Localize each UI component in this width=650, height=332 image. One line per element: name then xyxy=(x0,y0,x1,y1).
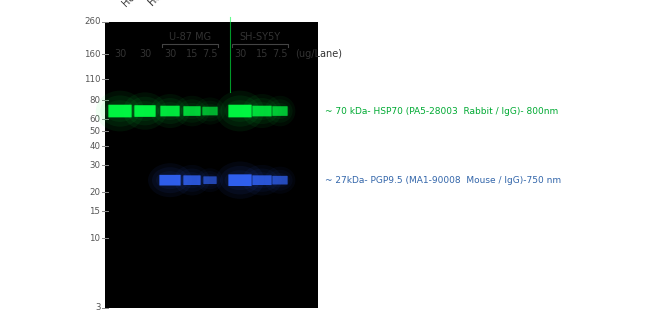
Text: 30: 30 xyxy=(164,49,176,59)
Text: 40: 40 xyxy=(90,142,101,151)
Ellipse shape xyxy=(242,165,282,196)
Text: 50: 50 xyxy=(90,127,101,136)
FancyBboxPatch shape xyxy=(183,175,201,185)
Ellipse shape xyxy=(181,172,203,188)
Ellipse shape xyxy=(220,95,260,126)
Ellipse shape xyxy=(220,166,260,195)
Ellipse shape xyxy=(96,91,144,131)
FancyBboxPatch shape xyxy=(202,107,218,116)
Ellipse shape xyxy=(267,99,292,123)
Text: ~ 27kDa- PGP9.5 (MA1-90008  Mouse / IgG)-750 nm: ~ 27kDa- PGP9.5 (MA1-90008 Mouse / IgG)-… xyxy=(325,176,561,185)
Ellipse shape xyxy=(270,103,290,119)
Text: 7.5: 7.5 xyxy=(202,49,218,59)
Ellipse shape xyxy=(100,95,140,126)
Ellipse shape xyxy=(131,101,159,121)
FancyBboxPatch shape xyxy=(228,105,252,118)
Ellipse shape xyxy=(156,171,184,189)
Ellipse shape xyxy=(250,172,274,188)
Text: 7.5: 7.5 xyxy=(272,49,288,59)
FancyBboxPatch shape xyxy=(272,106,288,116)
Text: 10: 10 xyxy=(90,234,101,243)
FancyBboxPatch shape xyxy=(135,105,155,117)
Ellipse shape xyxy=(123,92,167,130)
Text: 30: 30 xyxy=(139,49,151,59)
Text: 30: 30 xyxy=(90,161,101,170)
Text: 30: 30 xyxy=(114,49,126,59)
Text: 110: 110 xyxy=(84,75,101,84)
Ellipse shape xyxy=(177,168,207,192)
FancyBboxPatch shape xyxy=(203,176,216,184)
Ellipse shape xyxy=(225,170,255,190)
Ellipse shape xyxy=(225,100,255,122)
FancyBboxPatch shape xyxy=(228,174,252,186)
Text: 15: 15 xyxy=(186,49,198,59)
Ellipse shape xyxy=(246,168,278,192)
Ellipse shape xyxy=(181,103,203,119)
Ellipse shape xyxy=(216,161,264,199)
Text: Hep G2: Hep G2 xyxy=(147,0,180,8)
Text: (ug/Lane): (ug/Lane) xyxy=(295,49,342,59)
Ellipse shape xyxy=(150,94,190,128)
Ellipse shape xyxy=(157,102,183,120)
Text: 80: 80 xyxy=(90,96,101,105)
Text: 160: 160 xyxy=(84,50,101,59)
Ellipse shape xyxy=(242,94,282,128)
Ellipse shape xyxy=(127,97,163,125)
Text: HeLa: HeLa xyxy=(120,0,145,8)
Ellipse shape xyxy=(154,98,186,124)
Ellipse shape xyxy=(148,163,192,197)
Ellipse shape xyxy=(177,99,207,123)
Text: 260: 260 xyxy=(84,18,101,27)
FancyBboxPatch shape xyxy=(252,175,272,185)
Text: 60: 60 xyxy=(90,115,101,124)
Bar xyxy=(105,22,318,308)
Text: ~ 70 kDa- HSP70 (PA5-28003  Rabbit / IgG)- 800nm: ~ 70 kDa- HSP70 (PA5-28003 Rabbit / IgG)… xyxy=(325,107,558,116)
Text: 30: 30 xyxy=(234,49,246,59)
Ellipse shape xyxy=(265,96,295,126)
FancyBboxPatch shape xyxy=(109,105,132,118)
Ellipse shape xyxy=(105,100,135,122)
Text: 20: 20 xyxy=(90,188,101,197)
FancyBboxPatch shape xyxy=(183,106,201,116)
Text: 3: 3 xyxy=(95,303,101,312)
Ellipse shape xyxy=(250,102,274,120)
Ellipse shape xyxy=(174,165,209,196)
Text: 15: 15 xyxy=(90,207,101,216)
Text: U-87 MG: U-87 MG xyxy=(169,32,211,42)
Text: SH-SY5Y: SH-SY5Y xyxy=(239,32,281,42)
FancyBboxPatch shape xyxy=(252,106,272,117)
Ellipse shape xyxy=(174,96,209,126)
FancyBboxPatch shape xyxy=(159,175,181,186)
Ellipse shape xyxy=(246,98,278,124)
Ellipse shape xyxy=(216,91,264,131)
FancyBboxPatch shape xyxy=(161,106,179,117)
Text: 15: 15 xyxy=(256,49,268,59)
FancyBboxPatch shape xyxy=(272,176,288,185)
Ellipse shape xyxy=(152,167,188,193)
